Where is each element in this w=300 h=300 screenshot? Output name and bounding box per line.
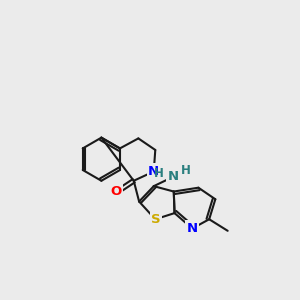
Text: S: S xyxy=(151,213,161,226)
Text: H: H xyxy=(180,164,190,177)
Text: N: N xyxy=(167,170,178,183)
Text: H: H xyxy=(154,167,164,180)
Text: N: N xyxy=(148,165,159,178)
Text: N: N xyxy=(187,222,198,235)
Text: O: O xyxy=(110,185,122,198)
